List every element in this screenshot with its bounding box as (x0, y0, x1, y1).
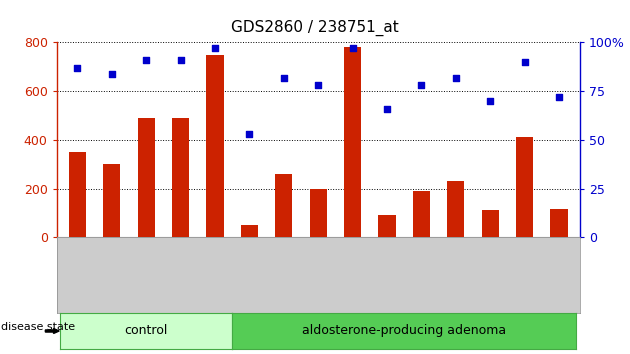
Point (313, 82, 323, 88)
Bar (516, 137, 533, 237)
Point (72, 65, 83, 70)
Bar (275, 174, 292, 237)
Bar (551, 209, 568, 237)
Text: disease state: disease state (1, 322, 76, 332)
Text: GDS2860 / 238751_at: GDS2860 / 238751_at (231, 19, 399, 36)
Bar (103, 164, 120, 237)
Bar (137, 118, 155, 237)
Bar (172, 118, 189, 237)
Point (382, 106, 392, 112)
Bar (481, 210, 499, 237)
Point (450, 75, 461, 80)
Bar (309, 188, 327, 237)
Bar (69, 152, 86, 237)
Point (106, 71, 117, 76)
Point (520, 59, 530, 65)
Point (244, 131, 255, 137)
Point (554, 94, 564, 100)
Bar (207, 55, 224, 237)
Point (278, 75, 289, 80)
Point (176, 57, 186, 63)
Bar (379, 215, 396, 237)
Point (416, 82, 427, 88)
Point (485, 98, 495, 104)
Bar (447, 181, 464, 237)
Point (210, 45, 220, 51)
Point (141, 57, 151, 63)
Text: aldosterone-producing adenoma: aldosterone-producing adenoma (302, 325, 507, 337)
Text: control: control (125, 325, 168, 337)
Bar (413, 191, 430, 237)
Bar (344, 47, 361, 237)
Bar (241, 225, 258, 237)
Point (348, 45, 358, 51)
